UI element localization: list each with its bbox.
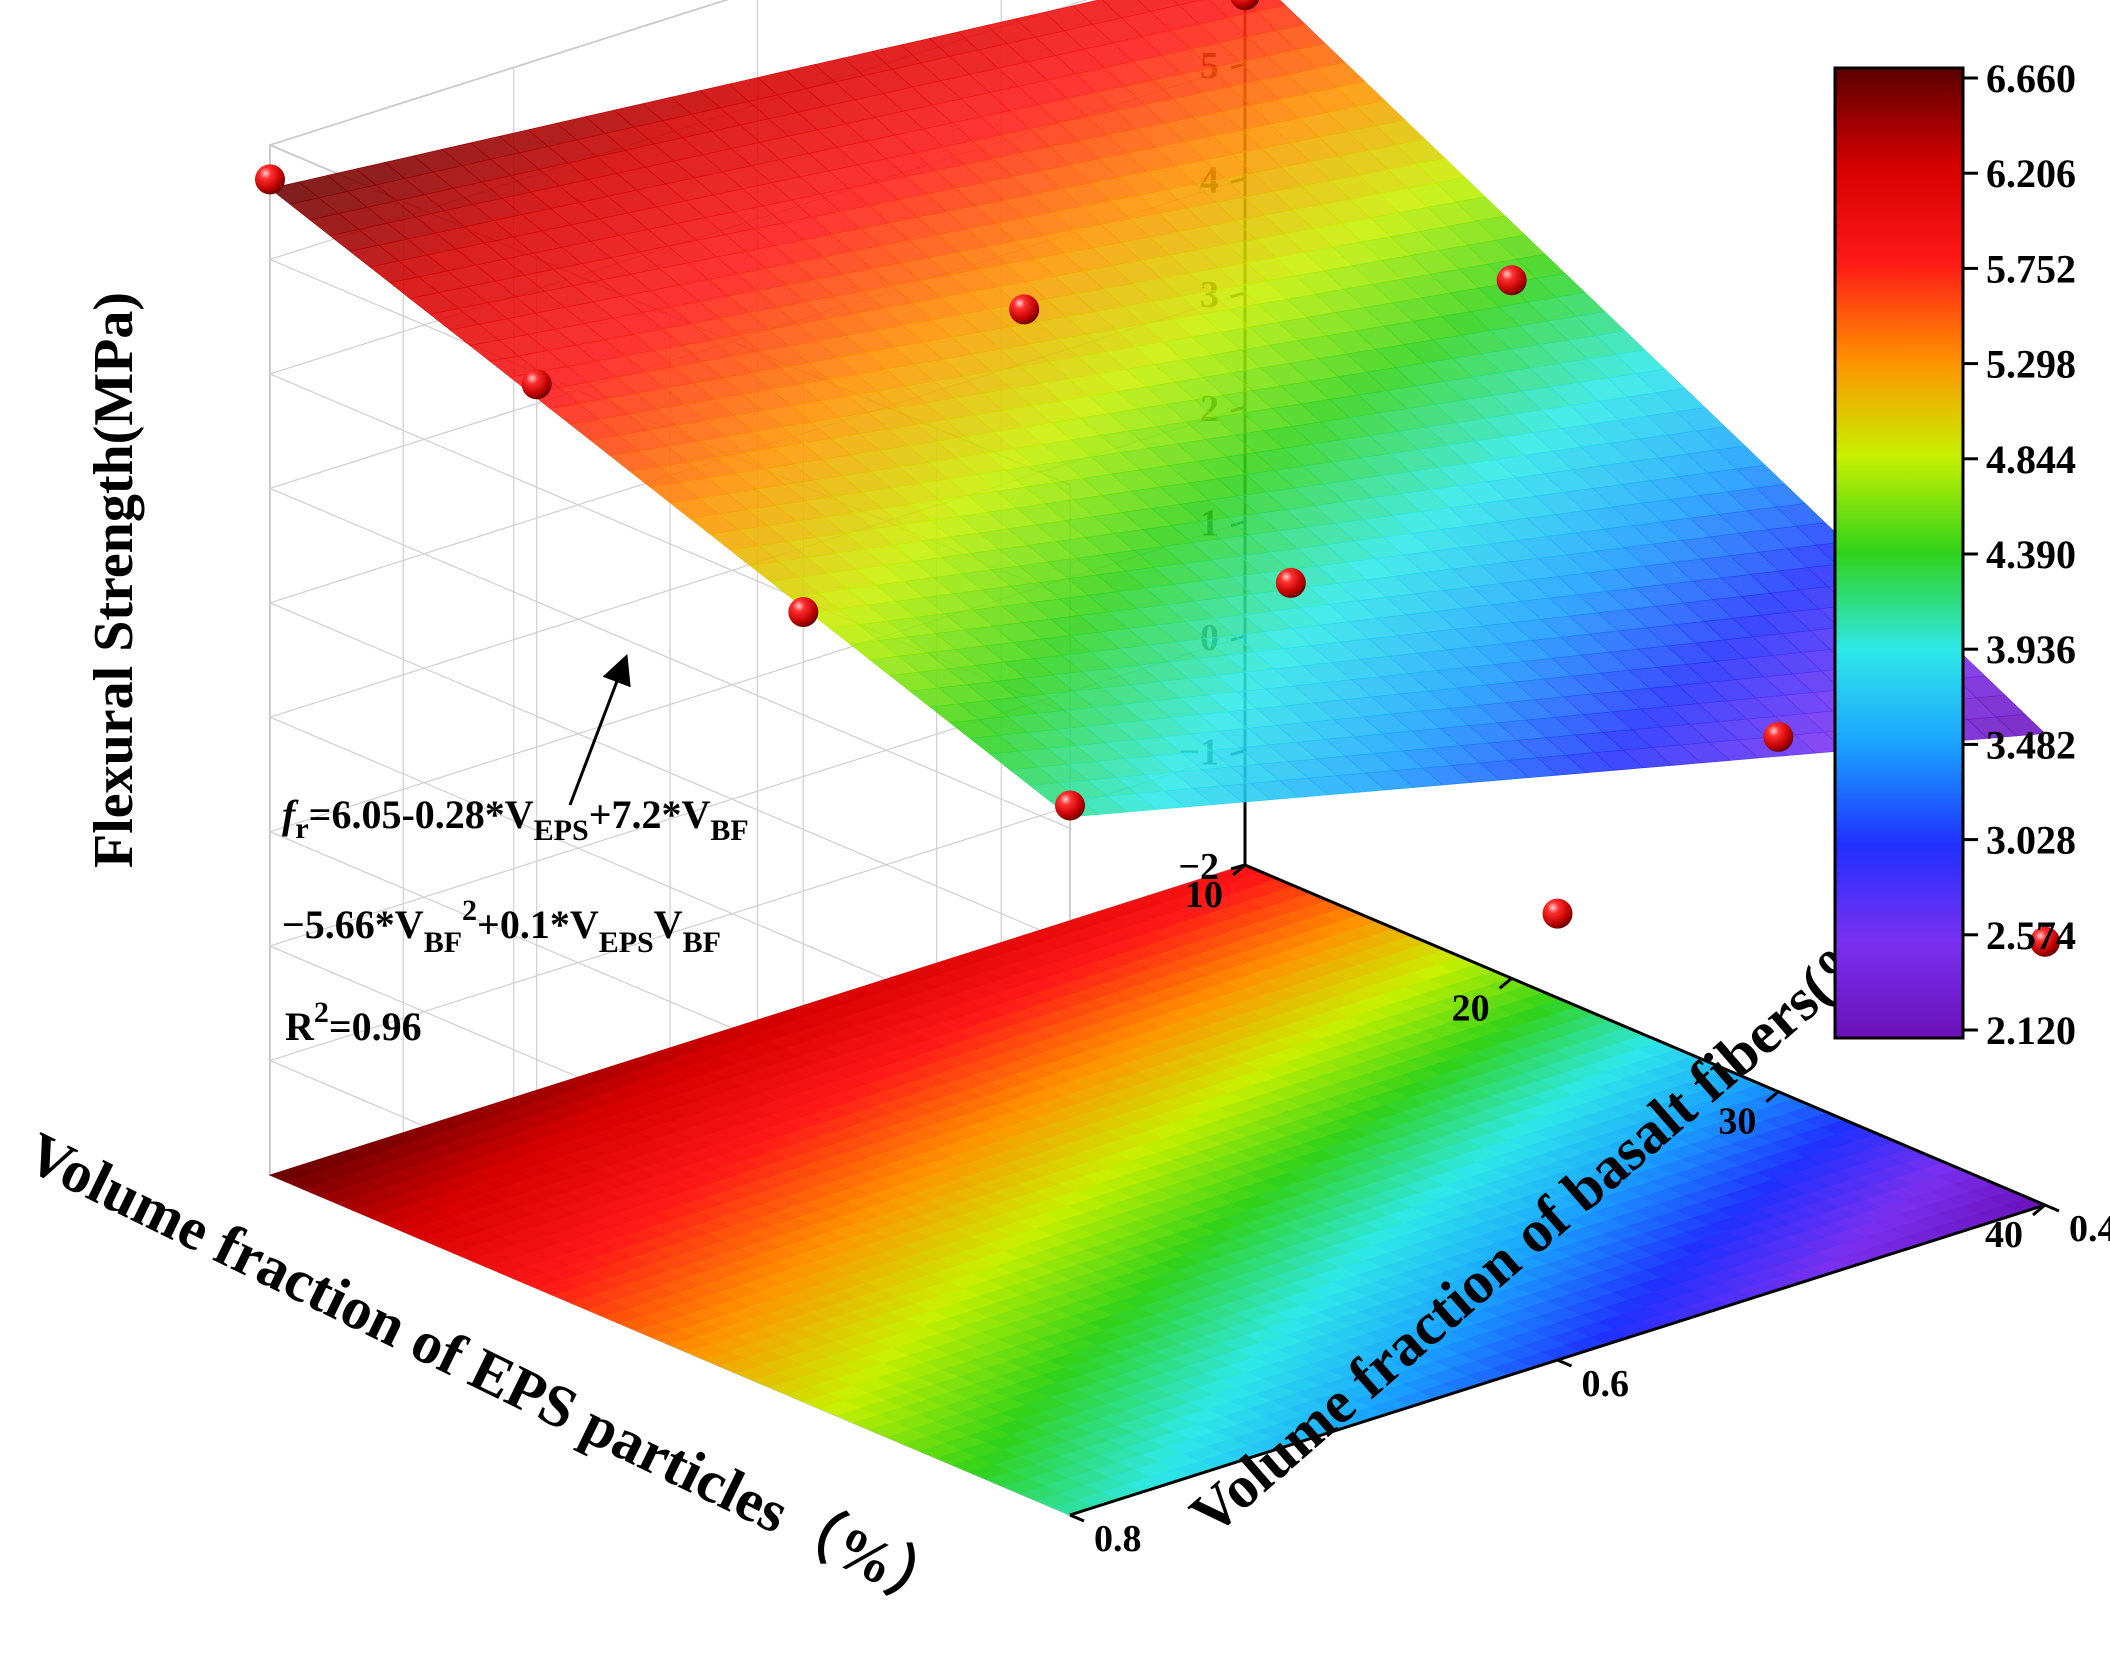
x-tick-label: 10 [1185,874,1223,916]
x-tick-label: 40 [1985,1214,2023,1256]
x-tick-mark [2032,1203,2046,1217]
data-point [2030,926,2060,957]
x-tick-mark [1498,977,1513,990]
data-point [255,164,285,195]
data-point [1009,294,1040,325]
z-axis-label: Flexural Strength(MPa) [83,292,145,868]
y-tick-mark [2044,1203,2060,1213]
colorbar: 6.660 6.206 5.752 5.298 4.844 4.390 3.936 3.482… [1833,56,2076,1053]
data-point [1763,721,1794,752]
colorbar-bar [1833,66,1965,1040]
colorbar-tick-label: 5.298 [1986,342,2076,387]
surface-cell [1995,713,2046,737]
x-tick-label: 20 [1452,987,1490,1029]
floor-contour-layer [268,864,2047,1516]
data-point [1275,567,1306,598]
colorbar-tick-label: 3.482 [1986,722,2076,767]
x-axis-line [1244,863,2046,1207]
points-layer [255,0,2060,957]
colorbar-tick-label: 3.936 [1986,627,2076,672]
annotation-arrow [568,653,631,806]
data-point [1542,898,1573,929]
colorbar-tick-label: 2.574 [1986,913,2076,958]
x-tick-mark [1232,863,1246,877]
colorbar-tick-label: 6.660 [1986,56,2076,101]
colorbar-tick-label: 6.206 [1986,151,2076,196]
equation-line-3: R2=0.96 [285,996,422,1049]
x-tick-mark [1765,1090,1780,1103]
data-point [1496,265,1527,296]
data-point [788,597,819,627]
data-point [1230,0,1260,11]
y-tick-label: 0.6 [1582,1363,1630,1405]
y-tick-label: 0.8 [1094,1518,1142,1560]
y-tick-label: 0.4 [2069,1208,2110,1250]
equation-line-1: fr=6.05-0.28*VEPS+7.2*VBF [282,792,749,847]
equation-line-2: −5.66*VBF2+0.1*VEPSVBF [282,894,721,959]
y-tick-mark [1556,1358,1573,1368]
colorbar-tick-label: 3.028 [1986,818,2076,863]
data-point [1055,790,1085,821]
y-tick-mark [1069,1513,1085,1523]
z-tick-label: −2 [1178,846,1219,888]
x-tick-label: 30 [1718,1101,1756,1143]
colorbar-tick-label: 4.390 [1986,532,2076,577]
colorbar-tick-label: 4.844 [1986,437,2076,482]
data-point [521,369,552,400]
equation-annotation: fr=6.05-0.28*VEPS+7.2*VBF −5.66*VBF2+0.1… [282,653,749,1049]
colorbar-tick-label: 5.752 [1986,246,2076,291]
colorbar-tick-label: 2.120 [1986,1008,2076,1053]
